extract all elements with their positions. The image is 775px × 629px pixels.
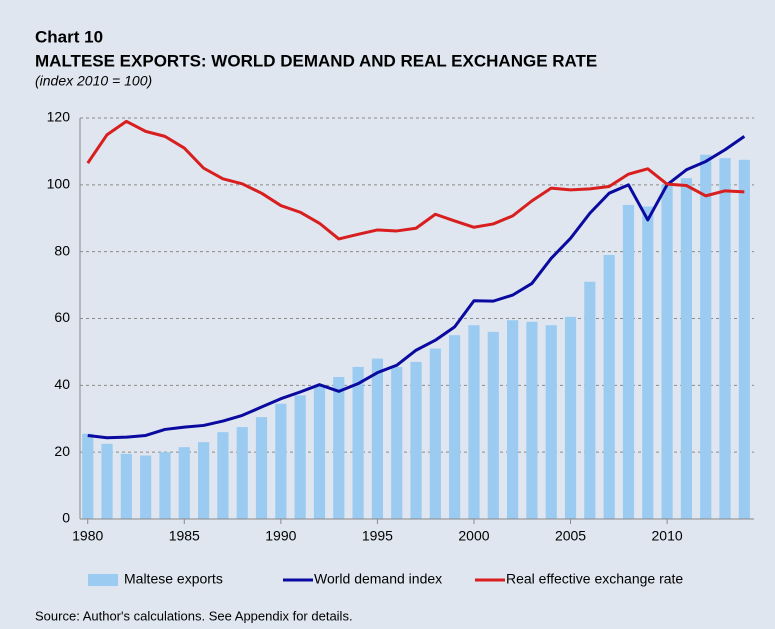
x-tick-label: 1995	[362, 528, 393, 544]
bar	[545, 325, 557, 519]
chart-title: MALTESE EXPORTS: WORLD DEMAND AND REAL E…	[35, 51, 597, 70]
bar	[333, 376, 345, 519]
y-tick-label: 0	[62, 510, 70, 526]
bar	[82, 433, 94, 519]
chart-subtitle: (index 2010 = 100)	[35, 73, 152, 89]
y-tick-label: 20	[54, 443, 70, 459]
x-tick-label: 2005	[555, 528, 586, 544]
bar	[352, 366, 364, 519]
bar	[255, 417, 268, 519]
bar	[449, 335, 461, 519]
legend-label: World demand index	[314, 571, 442, 587]
y-tick-label: 120	[47, 109, 71, 125]
bar	[313, 385, 326, 519]
bar	[120, 453, 132, 519]
bar	[700, 154, 712, 519]
bar	[622, 204, 635, 519]
bar	[719, 158, 731, 519]
y-tick-label: 100	[47, 176, 71, 192]
bar	[642, 206, 654, 519]
bar	[564, 316, 577, 519]
bar	[275, 403, 287, 519]
legend-swatch	[88, 574, 118, 586]
bar	[487, 331, 499, 519]
chart-label: Chart 10	[35, 27, 103, 46]
source-note: Source: Author's calculations. See Appen…	[35, 608, 353, 623]
bar	[506, 320, 519, 519]
bar	[410, 361, 422, 519]
bar	[159, 452, 171, 519]
bar	[391, 366, 403, 519]
bar	[217, 432, 229, 519]
bar	[294, 395, 306, 519]
bar	[236, 427, 248, 519]
x-tick-label: 1985	[169, 528, 200, 544]
bar	[584, 281, 596, 519]
legend-label: Real effective exchange rate	[506, 571, 683, 587]
x-tick-label: 1980	[72, 528, 103, 544]
line	[86, 119, 745, 241]
bar	[680, 178, 693, 519]
bar	[603, 255, 615, 519]
y-tick-label: 60	[54, 309, 70, 325]
bar	[429, 348, 441, 519]
bar	[197, 442, 210, 519]
y-tick-label: 80	[54, 242, 70, 258]
x-tick-label: 1990	[265, 528, 296, 544]
bar	[101, 443, 113, 519]
x-tick-label: 2010	[652, 528, 683, 544]
bar	[468, 325, 480, 519]
bar	[371, 358, 384, 519]
y-tick-label: 40	[54, 376, 70, 392]
bar	[526, 321, 538, 519]
bar	[178, 447, 190, 519]
line	[87, 135, 746, 440]
bar	[140, 455, 152, 519]
bar	[661, 184, 673, 520]
x-tick-label: 2000	[458, 528, 489, 544]
legend-label: Maltese exports	[124, 571, 223, 587]
bar	[738, 159, 750, 520]
